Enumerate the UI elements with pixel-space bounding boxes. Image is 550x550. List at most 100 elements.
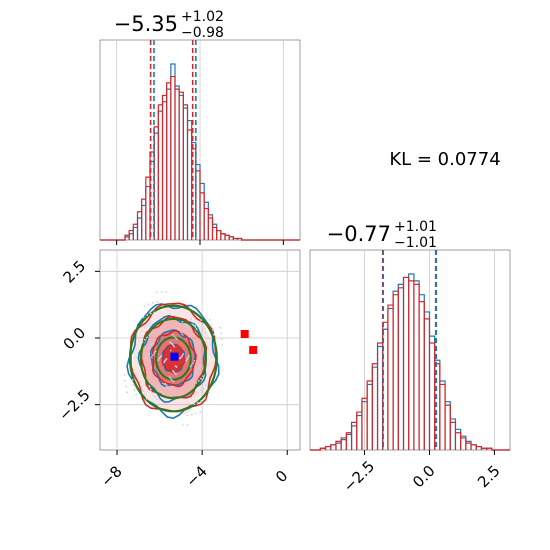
scatter-sample (175, 373, 178, 376)
scatter-sample (178, 329, 181, 332)
kl-label: KL = 0.0774 (389, 149, 500, 170)
scatter-sample (151, 392, 154, 394)
scatter-sample (187, 356, 189, 359)
scatter-sample (182, 353, 184, 355)
scatter-sample (171, 343, 174, 346)
scatter-sample (197, 380, 200, 382)
x-tick-label: −2.5 (340, 457, 378, 495)
scatter-sample (143, 338, 146, 341)
scatter-sample (190, 318, 193, 321)
scatter-sample (221, 343, 224, 346)
scatter-sample (175, 366, 178, 368)
scatter-sample (169, 377, 172, 380)
hist-y-series (310, 273, 510, 451)
scatter-sample (173, 335, 176, 338)
hist-y-title-minus: −1.01 (394, 235, 437, 251)
contour-line-b (161, 344, 186, 374)
x-tick-label: −8 (97, 462, 125, 490)
scatter-sample (200, 319, 203, 322)
scatter-sample (153, 311, 156, 314)
scatter-sample (186, 414, 189, 417)
scatter-sample (156, 291, 158, 294)
x-tick-label: 0.0 (409, 462, 439, 492)
scatter-sample (220, 332, 223, 335)
scatter-sample (185, 359, 187, 362)
scatter-sample (156, 301, 159, 303)
scatter-sample (181, 333, 184, 336)
scatter-sample (219, 326, 222, 329)
scatter-sample (187, 328, 190, 331)
scatter-sample (143, 326, 146, 329)
scatter-sample (172, 371, 175, 374)
scatter-sample (221, 338, 223, 341)
scatter-sample (146, 324, 149, 327)
scatter-sample (183, 323, 186, 326)
scatter-sample (158, 357, 161, 360)
scatter-sample (149, 344, 152, 347)
scatter-sample (180, 331, 182, 334)
scatter-sample (135, 393, 138, 396)
scatter-sample (148, 346, 150, 349)
contour-line-green (128, 304, 218, 413)
scatter-sample (152, 354, 154, 357)
truth-marker (170, 352, 179, 361)
scatter-sample (176, 327, 179, 330)
scatter-sample (140, 329, 143, 332)
scatter-sample (188, 355, 190, 357)
hist-x-title-value: −5.35 (114, 12, 178, 36)
scatter-sample (146, 336, 148, 339)
hist-x-ticks (116, 240, 284, 245)
scatter-sample (190, 363, 193, 366)
scatter-sample (154, 350, 157, 353)
scatter-sample (152, 302, 154, 304)
scatter-sample (204, 331, 207, 334)
scatter-sample (157, 359, 160, 362)
scatter-sample (141, 341, 144, 344)
scatter-sample (155, 398, 158, 401)
scatter-sample (196, 391, 199, 394)
scatter-sample (148, 385, 151, 388)
scatter-sample (149, 322, 152, 325)
scatter-sample (147, 303, 150, 306)
scatter-sample (190, 413, 193, 416)
scatter-sample (200, 399, 203, 402)
scatter-sample (174, 372, 176, 375)
scatter-sample (202, 323, 204, 326)
scatter-sample (142, 316, 145, 319)
scatter-sample (148, 334, 151, 337)
scatter-sample (143, 394, 146, 396)
joint-points (123, 291, 258, 426)
scatter-sample (193, 359, 196, 362)
scatter-sample (169, 341, 171, 344)
scatter-sample (173, 345, 176, 348)
joint-panel: −8 −4 0 2.5 0.0 −2.5 (55, 249, 301, 491)
scatter-sample (132, 383, 135, 386)
scatter-sample (210, 323, 213, 326)
scatter-sample (199, 365, 202, 367)
joint-grid (100, 250, 300, 450)
hist-y-frame (309, 249, 511, 451)
scatter-sample (157, 385, 159, 388)
scatter-sample (199, 410, 202, 413)
scatter-sample (193, 393, 196, 395)
scatter-sample (170, 342, 173, 345)
scatter-sample (142, 389, 144, 392)
scatter-sample (165, 384, 168, 387)
contour-line-green (154, 336, 192, 381)
scatter-sample (160, 354, 163, 357)
scatter-sample (168, 376, 171, 379)
scatter-sample (160, 390, 163, 393)
hist-series-1 (310, 276, 510, 451)
scatter-sample (204, 397, 206, 400)
scatter-sample (126, 391, 129, 394)
scatter-sample (195, 381, 198, 384)
scatter-sample (151, 342, 154, 345)
y-tick-label: 2.5 (60, 257, 90, 287)
hist-panel-x: −5.35 +1.02 −0.98 (99, 9, 301, 245)
scatter-sample (133, 388, 136, 391)
scatter-sample (145, 397, 148, 400)
scatter-sample (143, 305, 146, 308)
hist-x-quantile-lines (149, 40, 197, 240)
scatter-sample (146, 314, 149, 317)
